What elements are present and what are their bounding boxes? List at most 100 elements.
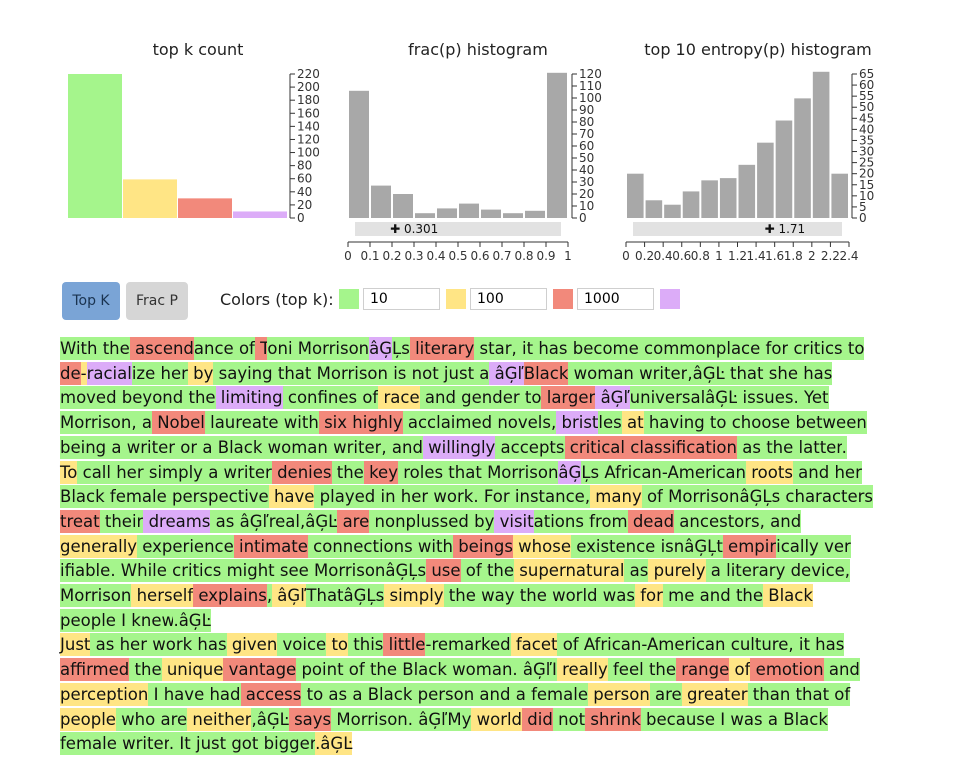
token-top10[interactable]: accepts [495,435,565,459]
token-top10[interactable]: âĢľ [517,658,552,682]
token-top10[interactable]: and [792,460,830,484]
token-top10[interactable]: female [104,485,167,509]
token-top10[interactable]: ussed [420,509,469,533]
token-top100[interactable]: whose [512,534,571,558]
color-swatch-top10[interactable] [339,289,359,309]
token-top10[interactable]: . [473,485,479,509]
token-top10[interactable]: of [233,337,255,360]
token-top10[interactable]: female [60,732,117,756]
token-top10[interactable]: woman [568,361,634,385]
token-top10[interactable]: or [175,435,198,459]
token-top10[interactable]: are [649,682,682,706]
token-top10[interactable]: âĢĻ [385,559,418,583]
token-top10[interactable]: moved [60,386,117,410]
token-top10[interactable]: feel [607,658,644,682]
token-top10[interactable]: that [724,361,764,385]
token-top1000[interactable]: larger [541,386,596,410]
token-top10[interactable]: who [115,707,156,731]
token-top10[interactable]: might [221,559,275,583]
token-top10[interactable]: Morrison [308,559,386,583]
token-top10[interactable]: acclaimed [402,411,493,435]
token-top10[interactable]: person [412,682,475,706]
token-top100[interactable]: To [60,460,78,484]
token-top100[interactable]: really [556,658,608,682]
token-top10[interactable]: got [226,732,259,756]
token-top10[interactable]: My [447,707,472,731]
token-top10[interactable]: by [468,509,495,533]
token-top10[interactable]: ance [193,337,234,360]
token-top10[interactable]: confines [282,386,358,410]
token-top10[interactable]: real [268,509,300,533]
token-top10[interactable]: way [475,584,515,608]
token-top10[interactable]: - [661,460,668,484]
token-top10[interactable]: call [77,460,111,484]
token-top100[interactable]: facet [510,633,558,657]
token-top10[interactable]: that [443,460,482,484]
token-top10[interactable]: nonpl [369,509,421,533]
token-top10[interactable]: a [347,682,363,706]
token-top10[interactable]: Ļs [392,337,410,360]
token-top10[interactable]: the [129,658,162,682]
token-top1000[interactable]: highly [347,411,403,435]
token-top100[interactable]: roots [746,460,793,484]
token-top10[interactable]: and [474,682,511,706]
token-top100[interactable]: simply [384,584,444,608]
token-top100[interactable]: many [590,485,642,509]
token-top1000[interactable]: key [363,460,398,484]
token-top10[interactable]: has [797,361,833,385]
token-top10[interactable]: than [747,682,791,706]
token-top1000[interactable]: access [240,682,302,706]
token-top10[interactable]: the [514,584,547,608]
token-top1000[interactable]: empir [722,534,777,558]
token-top1000[interactable]: Black [523,361,569,385]
token-top10[interactable]: writer [327,435,382,459]
token-top10[interactable]: roles [397,460,444,484]
token-top10[interactable]: I [115,608,127,632]
token-top10[interactable]: saying [213,361,273,385]
token-top10[interactable]: was [725,707,763,731]
token-top10[interactable]: that [790,682,830,706]
token-top10[interactable]: the [760,435,794,459]
token-top10[interactable]: and [419,386,456,410]
token-top10[interactable]: , [511,337,517,360]
token-top10[interactable]: âĢľ [234,509,269,533]
token-top10[interactable]: have [158,682,205,706]
token-top10[interactable]: literary [720,559,786,583]
token-top10[interactable]: the [331,460,364,484]
token-top1000[interactable]: literary [409,337,475,360]
token-top10[interactable]: , [584,485,591,509]
token-top100[interactable]: Black [763,584,813,608]
token-top100[interactable]: by [187,361,214,385]
token-top10[interactable]: ations [533,509,584,533]
color-swatch-top1000[interactable] [553,289,573,309]
token-top1000[interactable]: six [318,411,348,435]
token-top10[interactable]: and [823,658,860,682]
token-top10[interactable]: world [546,584,598,608]
token-top10[interactable]: and [694,584,731,608]
token-top10[interactable]: commonplace [638,337,761,360]
token-top100[interactable]: supernatural [514,559,625,583]
token-top10[interactable]: see [274,559,309,583]
token-top10[interactable]: arked [464,633,511,657]
token-top10[interactable]: work [146,633,193,657]
token-top10[interactable]: . [793,386,799,410]
token-top10[interactable]: ize [131,361,156,385]
token-top10[interactable]: her [829,460,862,484]
token-top10[interactable]: a [705,559,721,583]
token-top10[interactable]: Ļs [581,460,600,484]
token-top10[interactable]: a [202,460,219,484]
token-top10[interactable]: the [97,337,130,360]
token-top10[interactable]: are [155,707,188,731]
token-top10[interactable]: her [114,633,147,657]
token-top10[interactable]: woman [446,658,513,682]
token-top100[interactable]: .âĢĿ [315,732,353,756]
token-top1000[interactable]: affirmed [60,658,130,682]
token-top10[interactable]: for [760,337,789,360]
token-top10[interactable]: because [640,707,716,731]
color-swatch-top100[interactable] [446,289,466,309]
token-top1000[interactable]: are [337,509,370,533]
token-top10[interactable]: novels [492,411,551,435]
token-top10[interactable]: ver [818,534,851,558]
token-top10[interactable]: experience [137,534,234,558]
token-top10[interactable]: to [301,682,324,706]
